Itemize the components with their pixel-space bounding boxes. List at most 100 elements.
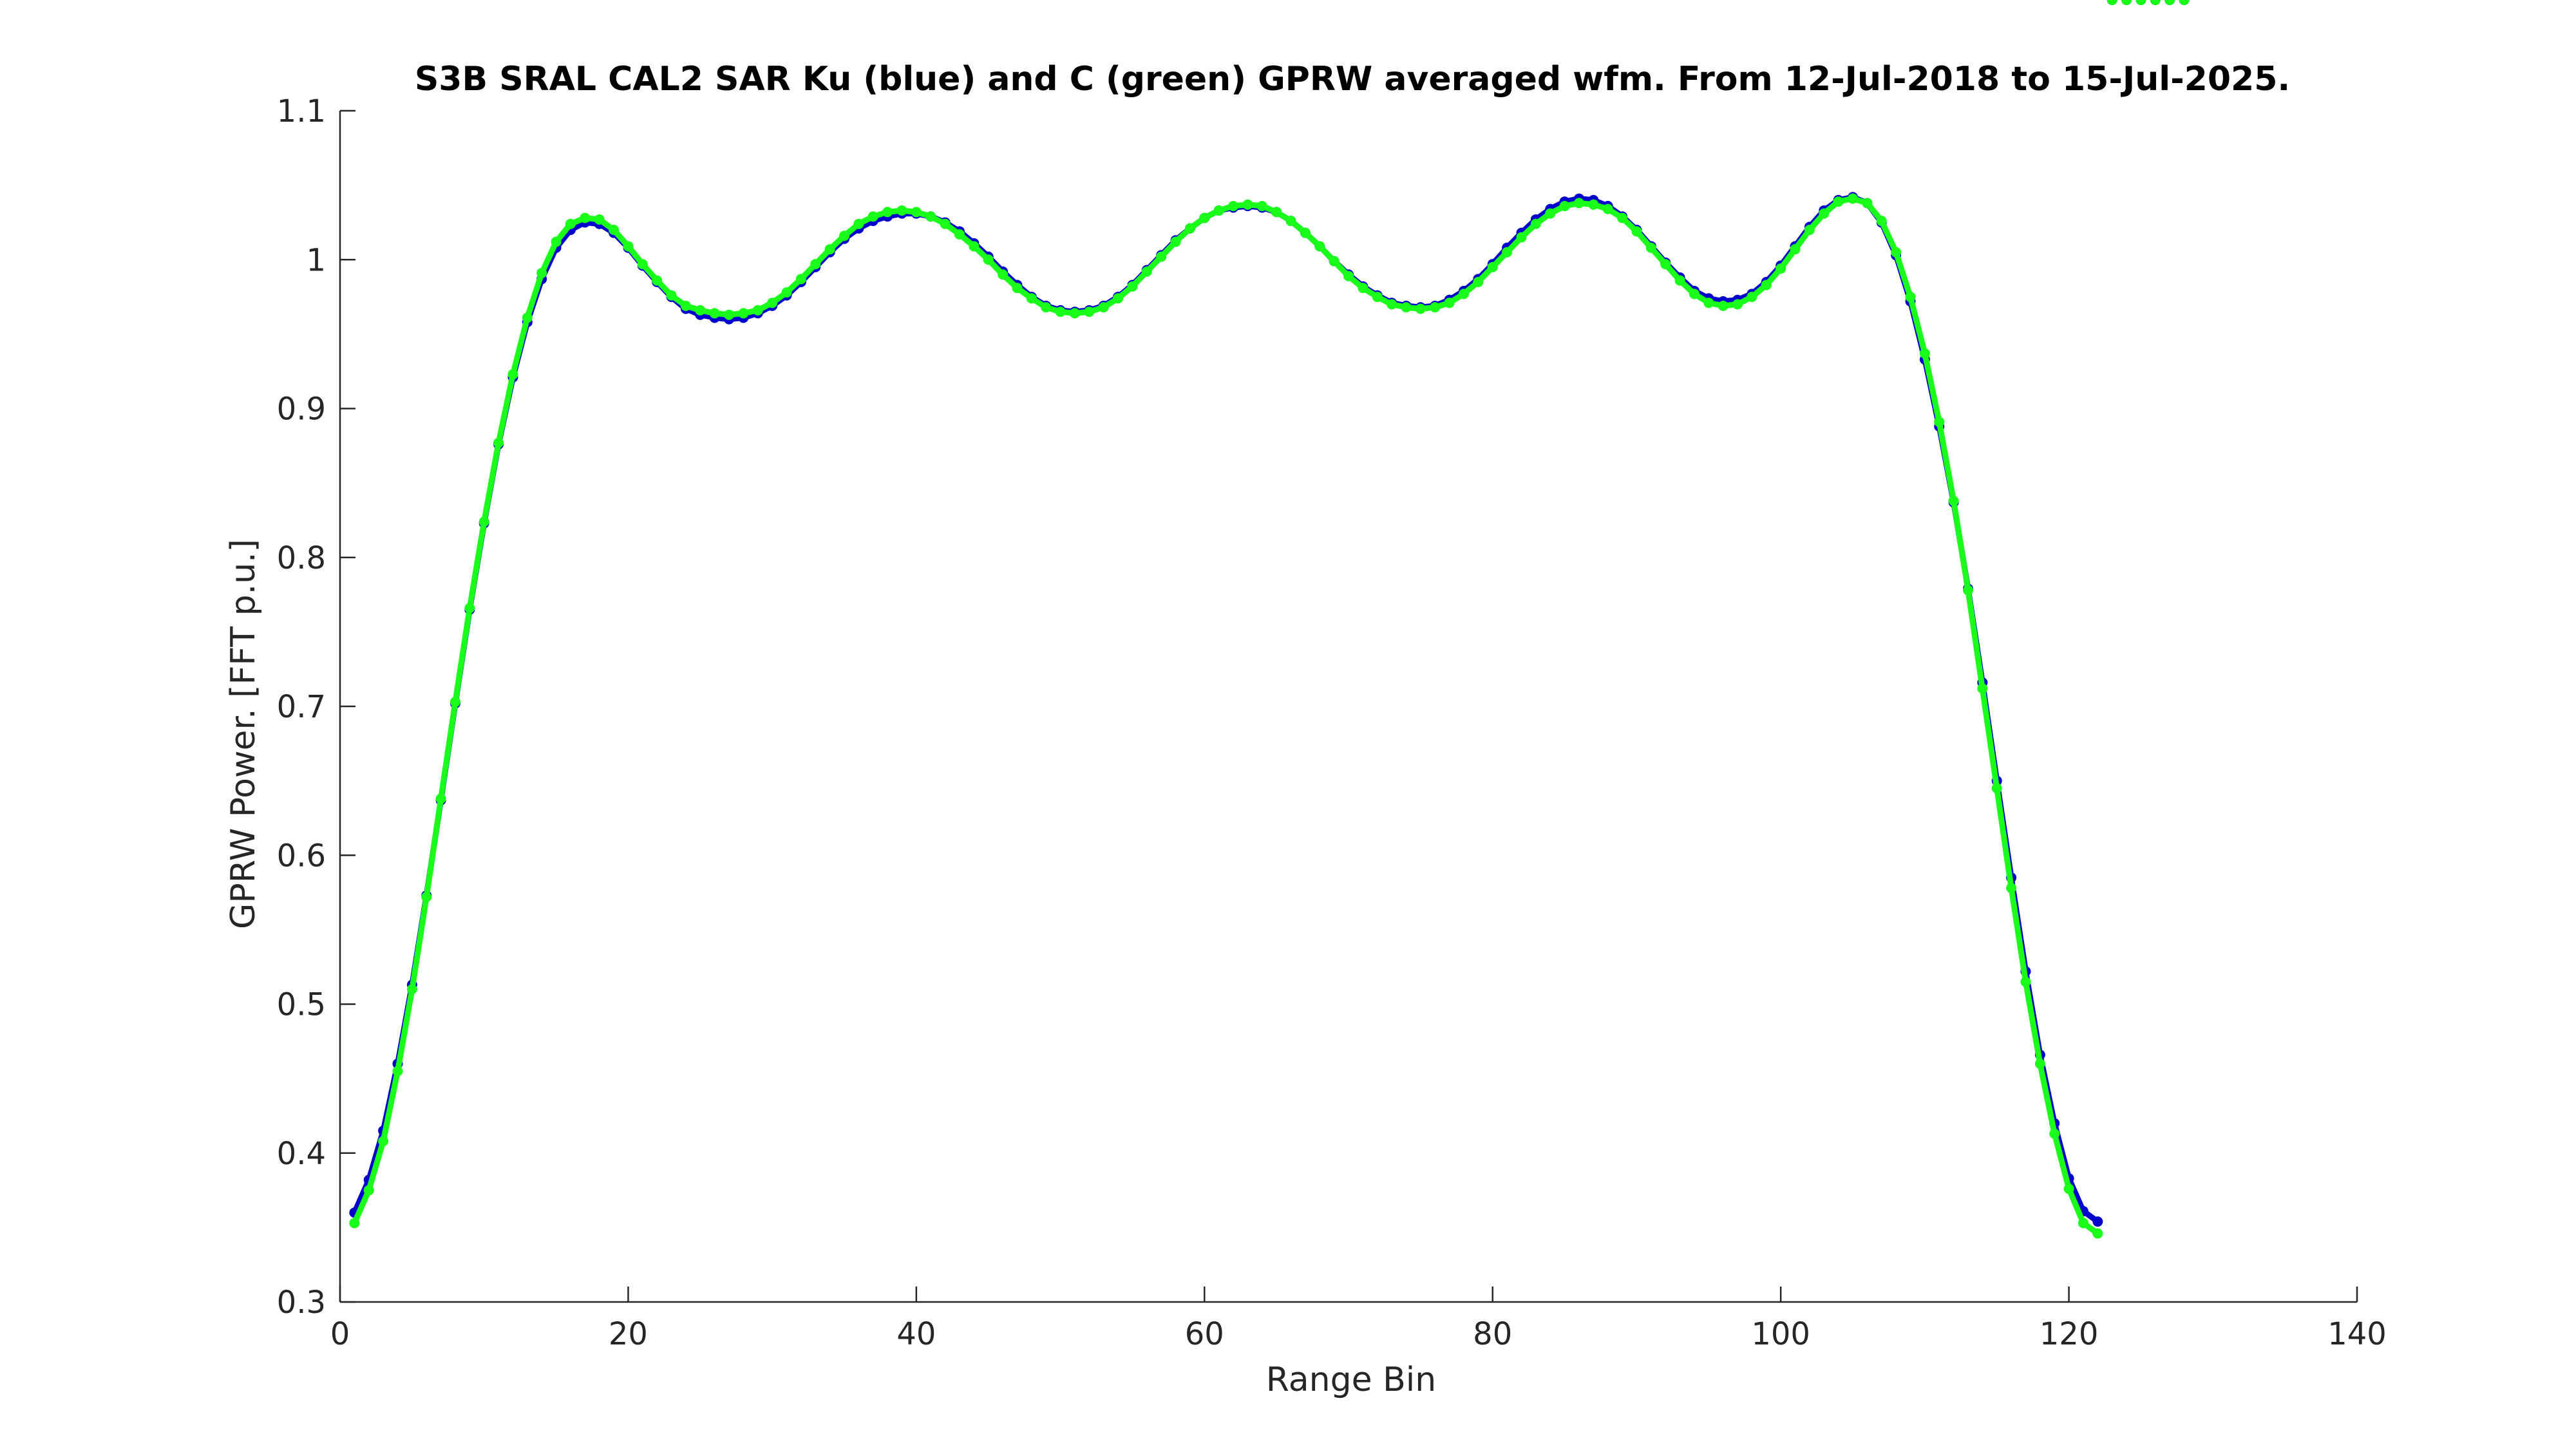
data-point [2121,0,2132,5]
data-point [1444,297,1455,308]
data-point [1242,199,1253,210]
data-point [1213,205,1224,216]
data-point [1631,226,1642,237]
data-point [1458,288,1469,299]
x-tick-label: 80 [1473,1316,1512,1352]
y-tick-label: 0.7 [277,689,326,725]
data-point [1833,196,1844,207]
x-tick-label: 20 [609,1316,648,1352]
data-point [824,244,835,255]
data-point [2092,1216,2103,1227]
data-point [867,211,878,222]
y-axis-label: GPRW Power. [FFT p.u.] [224,539,263,929]
data-point [882,207,893,218]
data-point [1732,299,1743,310]
data-point [507,369,518,380]
data-point [1098,302,1109,313]
axes: 0 20 40 60 80 100 120 140 0.3 0.4 0.5 0.6 0.7 0.8 0.9 1… [277,93,2387,1352]
data-point [1199,212,1210,223]
data-point [969,241,980,252]
data-point [680,300,691,311]
data-point [1055,306,1066,317]
data-point [1256,201,1267,211]
data-point [925,211,936,222]
data-point [421,892,432,902]
data-point [2034,1059,2045,1069]
data-point [738,308,749,319]
data-point [1573,198,1584,209]
series-layer [349,0,2190,1239]
data-point [1876,216,1887,227]
data-point [1170,236,1181,247]
data-point [853,218,864,229]
data-point [478,516,489,527]
data-point [1790,244,1801,255]
data-point [1703,297,1714,308]
data-point [1141,266,1152,277]
data-point [1718,300,1728,311]
data-point [911,207,922,218]
data-point [666,290,677,301]
data-point [1041,302,1052,313]
data-point [536,268,547,279]
data-point [2092,1228,2103,1239]
data-point [522,312,533,323]
data-point [2136,0,2146,5]
data-point [795,274,806,285]
y-tick-label: 0.3 [277,1285,326,1321]
data-point [1747,292,1757,303]
data-point [940,218,951,229]
data-point [1012,283,1023,294]
data-point [1358,283,1368,294]
data-point [1184,223,1195,234]
data-point [406,984,417,995]
data-point [450,697,460,708]
data-point [2150,0,2161,5]
x-tick-label: 60 [1185,1316,1224,1352]
data-point [580,212,591,223]
data-point [1271,207,1282,218]
data-point [1948,495,1959,506]
y-tick-label: 1.1 [277,93,326,129]
data-point [2078,1218,2088,1229]
x-axis-label: Range Bin [1266,1361,1436,1399]
data-point [1977,683,1988,694]
chart-title: S3B SRAL CAL2 SAR Ku (blue) and C (green… [415,60,2290,99]
data-point [594,214,605,225]
data-point [1660,259,1671,270]
data-point [1430,302,1441,313]
data-point [1934,417,1945,428]
data-point [954,229,965,240]
data-point [551,236,562,247]
data-point [349,1218,360,1229]
data-point [1905,292,1916,303]
data-point [709,308,720,319]
y-tick-label: 1 [306,242,326,278]
data-point [1776,263,1786,274]
data-point [652,275,663,286]
y-tick-label: 0.9 [277,391,326,428]
data-point [1069,308,1080,319]
data-point [724,309,735,320]
data-point [609,225,620,235]
data-point [839,231,849,241]
data-point [1026,293,1037,304]
data-point [392,1066,403,1077]
data-point [1113,293,1124,304]
series-2 [349,0,2190,1239]
data-point [1084,306,1095,317]
data-point [2179,0,2190,5]
data-point [2063,1183,2074,1194]
x-tick-label: 140 [2327,1316,2387,1352]
data-point [378,1136,389,1147]
data-point [623,241,634,252]
data-point [1127,281,1138,292]
data-point [637,259,648,270]
data-point [1502,247,1513,258]
data-point [1415,303,1426,314]
data-point [1804,225,1815,235]
data-point [1689,288,1700,299]
y-tick-label: 0.6 [277,838,326,874]
data-point [695,305,706,316]
